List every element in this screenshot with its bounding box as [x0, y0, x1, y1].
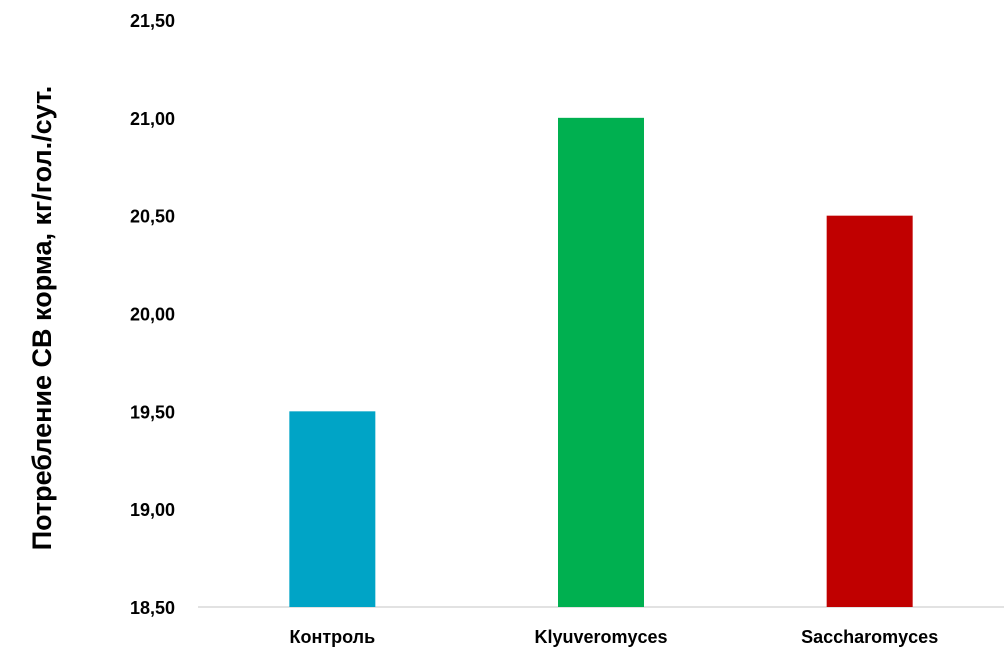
y-tick-label: 20,00: [130, 305, 175, 325]
y-tick-label: 21,00: [130, 109, 175, 129]
x-category-label: Контроль: [289, 627, 375, 647]
x-category-label: Saccharomyces: [801, 627, 938, 647]
bar: [826, 215, 913, 607]
x-category-label: Klyuveromyces: [534, 627, 667, 647]
y-axis-ticks: 18,50 19,00 19,50 20,00 20,50 21,00 21,50: [130, 11, 175, 618]
y-tick-label: 21,50: [130, 11, 175, 31]
y-tick-label: 19,00: [130, 500, 175, 520]
y-tick-label: 18,50: [130, 598, 175, 618]
bar: [289, 411, 376, 607]
y-tick-label: 20,50: [130, 207, 175, 227]
bar: [558, 117, 644, 607]
x-axis-category-labels: Контроль Klyuveromyces Saccharomyces: [289, 627, 938, 647]
y-axis-title: Потребление СВ корма, кг/гол./сут.: [27, 86, 57, 551]
y-tick-label: 19,50: [130, 402, 175, 422]
bars: [289, 117, 913, 607]
